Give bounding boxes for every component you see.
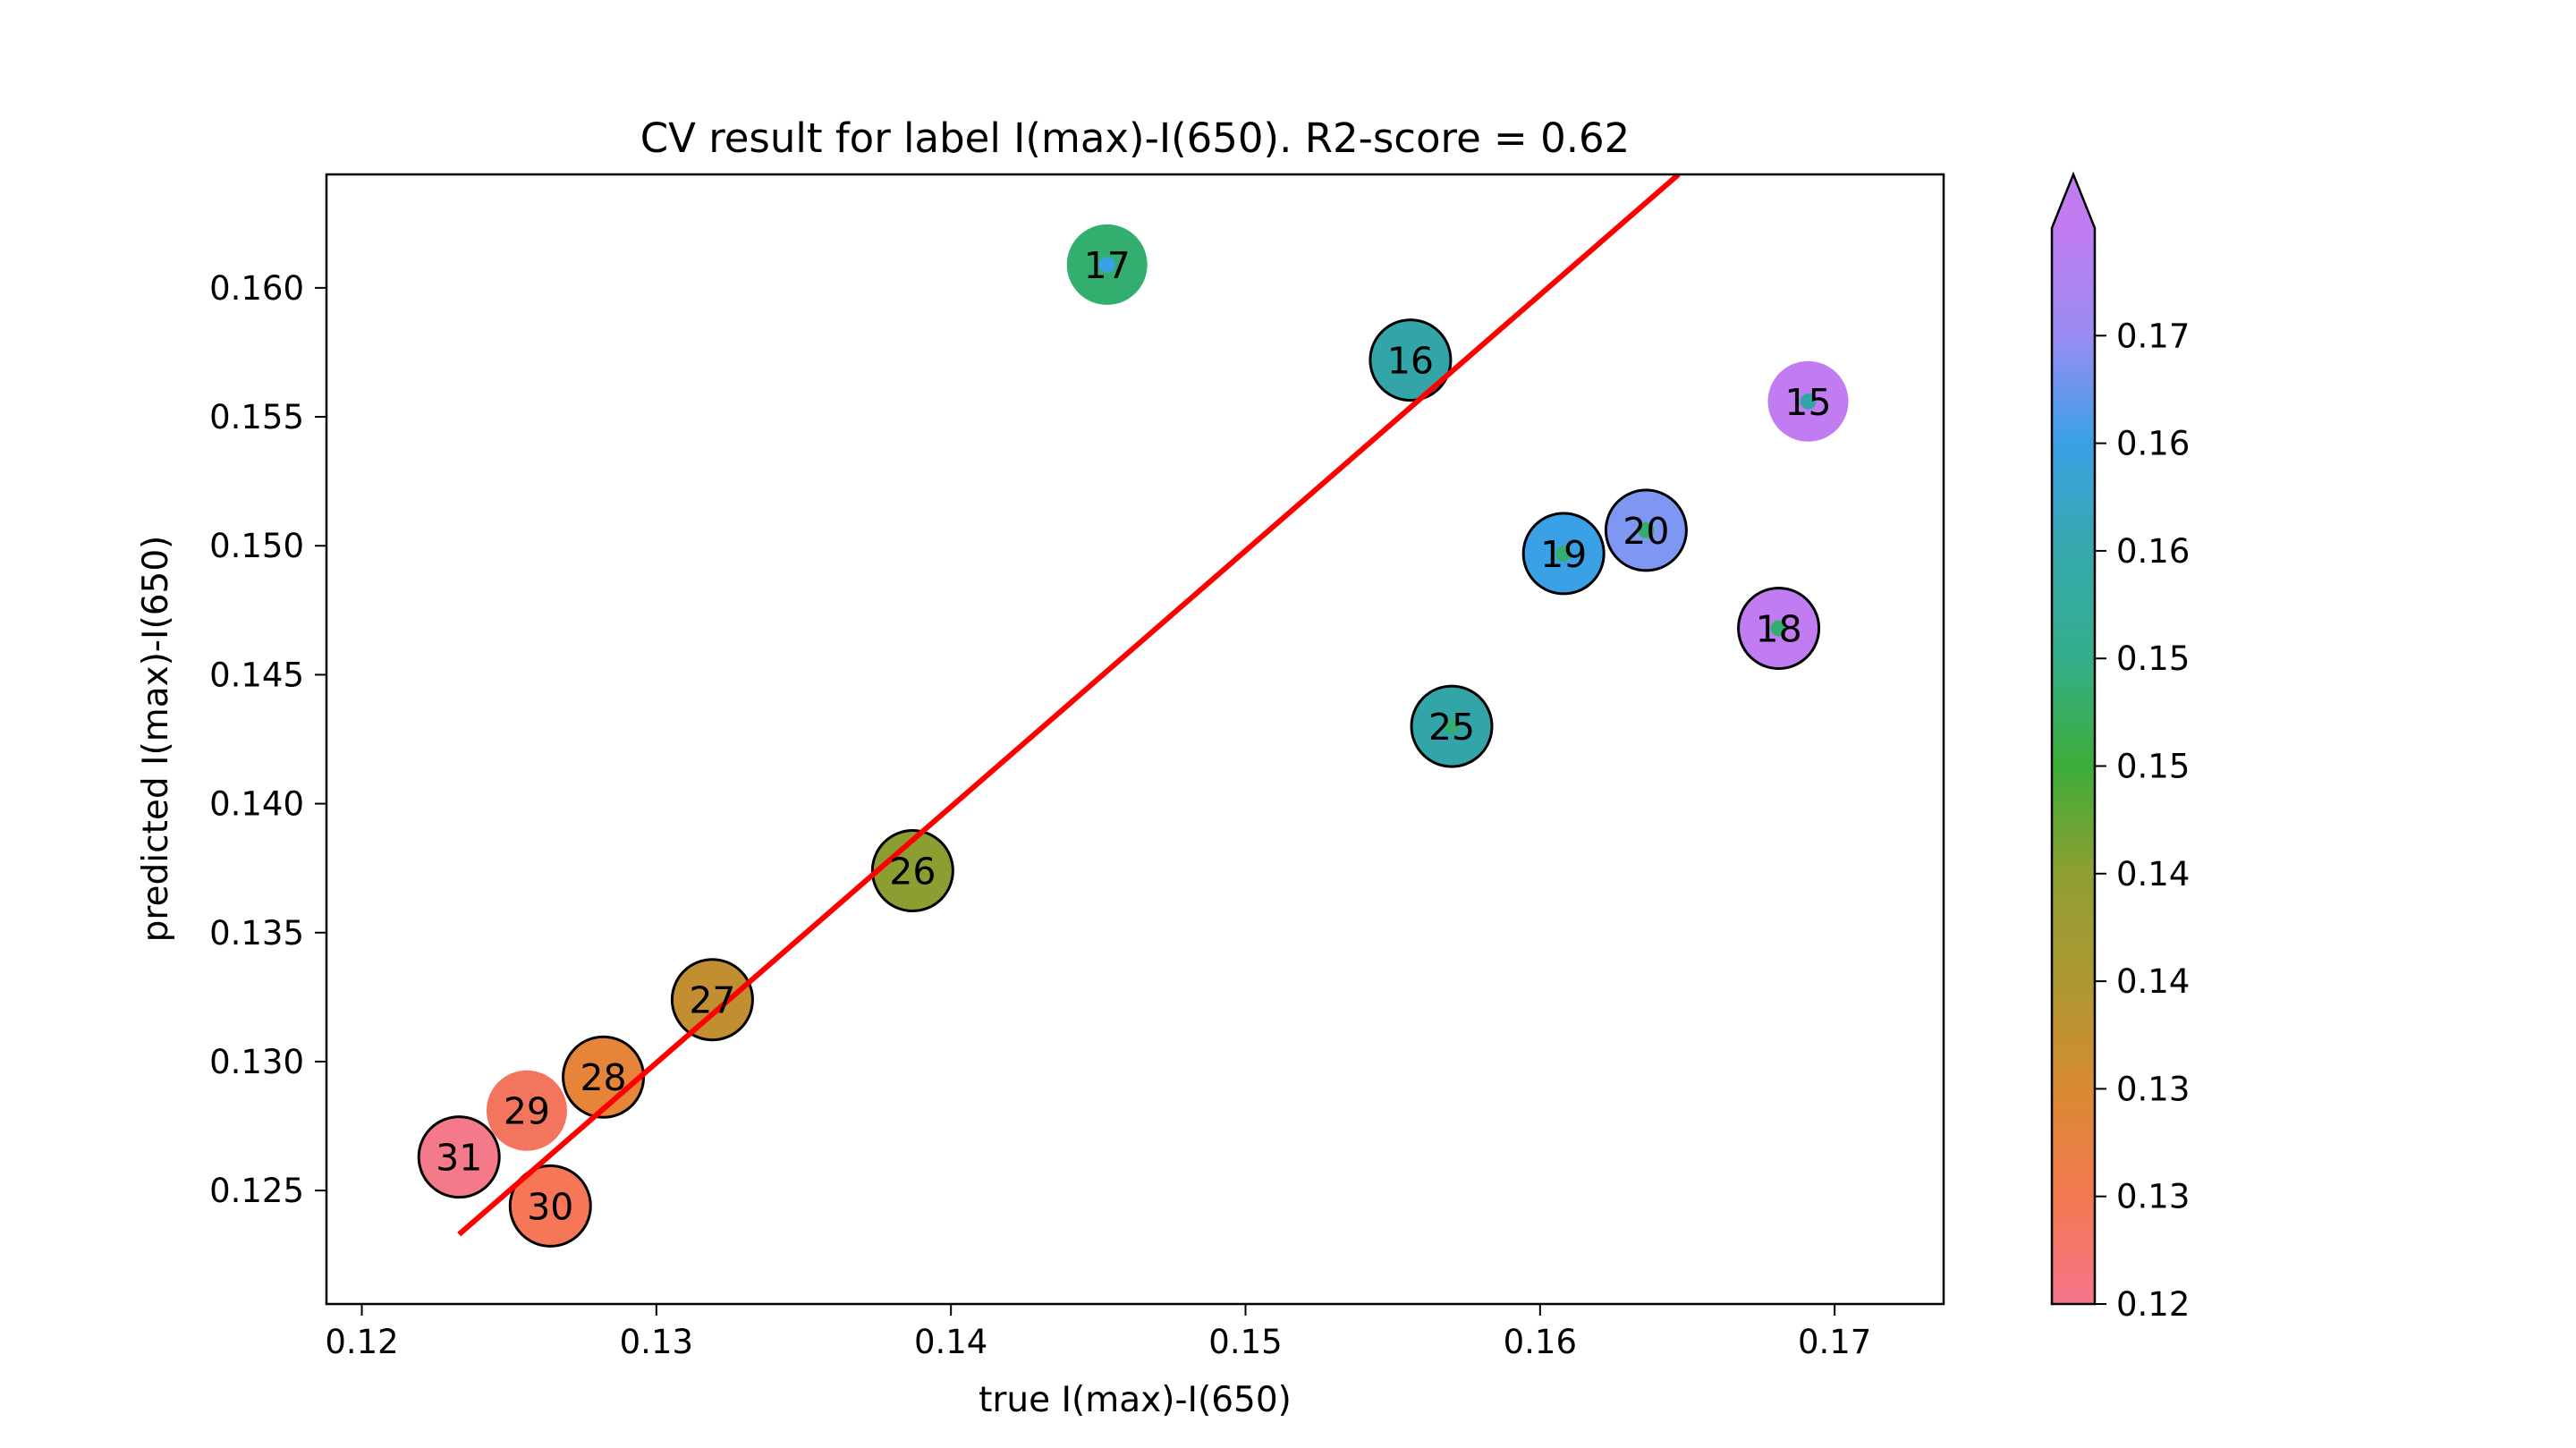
data-point [670,958,754,1042]
data-point [870,829,954,913]
y-axis-label: predicted I(max)-I(650) [136,536,176,943]
y-tick-label: 0.125 [209,1172,304,1210]
colorbar-tick-label: 0.17 [2116,317,2190,355]
point-label: 17 [1084,244,1131,287]
point-label: 20 [1623,510,1669,553]
colorbar-tick-label: 0.15 [2116,748,2190,786]
colorbar-tick-label: 0.13 [2116,1178,2190,1216]
colorbar-outline [2050,171,2097,1306]
colorbar-tick-label: 0.15 [2116,639,2190,678]
point-labels: 15 16 17 18 19 20 25 26 27 28 29 30 31 [436,244,1831,1229]
data-point [1368,318,1453,402]
x-tick-label: 0.12 [325,1323,398,1361]
point-label: 26 [889,851,936,893]
colorbar: 0.12 0.13 0.13 0.14 0.14 0.15 0.15 0.16 0.16 0.17 [2050,171,2190,1324]
point-label: 15 [1784,381,1831,424]
chart-title: CV result for label I(max)-I(650). R2-sc… [640,114,1631,162]
y-tick-label: 0.140 [209,785,304,824]
point-label: 28 [580,1056,626,1099]
point-label: 18 [1755,608,1801,651]
y-tick-label: 0.135 [209,914,304,953]
point-label: 29 [504,1090,550,1133]
inner-marker [1098,256,1115,273]
colorbar-tick-label: 0.16 [2116,532,2190,571]
data-point [508,1164,592,1248]
fit-line [457,174,1681,1237]
x-tick-label: 0.14 [914,1323,987,1361]
inner-marker [1800,393,1817,410]
inner-marker [1638,521,1655,538]
x-tick-label: 0.17 [1798,1323,1871,1361]
data-point [417,1115,501,1199]
y-tick-label: 0.155 [209,398,304,436]
x-tick-label: 0.13 [620,1323,693,1361]
inner-markers [1098,256,1817,735]
x-tick-label: 0.16 [1504,1323,1577,1361]
point-label: 31 [436,1137,482,1180]
colorbar-tick-label: 0.14 [2116,962,2190,1001]
colorbar-extend-arrow [2052,174,2095,228]
colorbar-tick-label: 0.12 [2116,1285,2190,1324]
point-label: 30 [527,1185,573,1228]
point-label: 25 [1428,706,1475,749]
colorbar-tick-label: 0.16 [2116,425,2190,463]
inner-marker [1555,545,1572,562]
y-tick-label: 0.130 [209,1043,304,1081]
point-label: 19 [1540,533,1587,576]
data-point [486,1070,567,1151]
inner-marker [1444,718,1461,735]
plot-frame [325,173,1945,1306]
colorbar-tick-label: 0.14 [2116,855,2190,893]
x-tick-label: 0.15 [1208,1323,1282,1361]
point-label: 16 [1387,340,1434,383]
inner-marker [1770,620,1787,637]
colorbar-gradient [2052,228,2095,1304]
x-axis-ticks: 0.12 0.13 0.14 0.15 0.16 0.17 [325,1304,1871,1361]
colorbar-tick-label: 0.13 [2116,1070,2190,1108]
y-tick-label: 0.160 [209,269,304,308]
x-axis-label: true I(max)-I(650) [979,1380,1292,1420]
y-axis-ticks: 0.125 0.130 0.135 0.140 0.145 0.150 0.155 0.160 [209,269,326,1210]
point-label: 27 [689,979,735,1022]
y-tick-label: 0.150 [209,527,304,565]
y-tick-label: 0.145 [209,656,304,694]
